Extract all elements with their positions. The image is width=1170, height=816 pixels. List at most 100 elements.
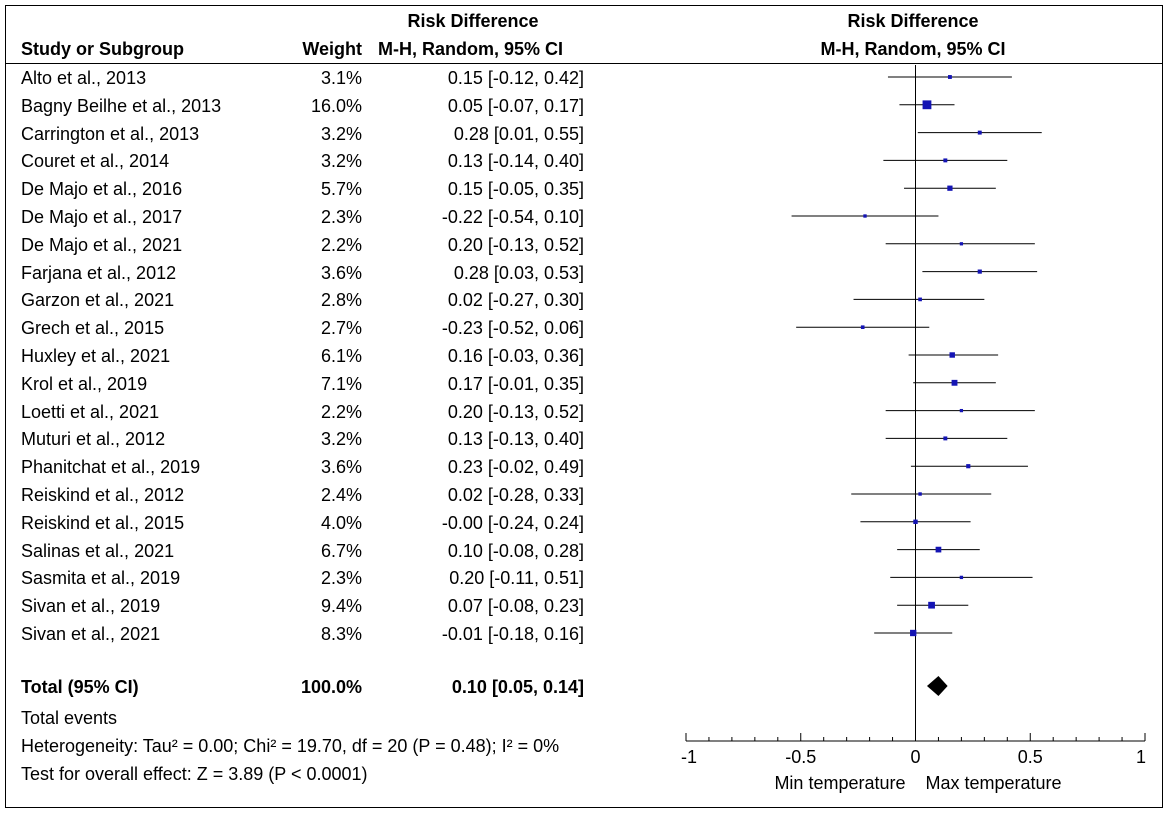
total-diamond [926, 676, 948, 696]
study-name: Sivan et al., 2021 [21, 624, 161, 644]
study-marker [943, 436, 948, 441]
study-ci-text: 0.16 [-0.03, 0.36] [447, 346, 584, 366]
right-ci-column-header: M-H, Random, 95% CI [820, 39, 1006, 59]
study-name: De Majo et al., 2017 [21, 207, 183, 227]
study-ci-text: 0.28 [0.03, 0.53] [453, 262, 584, 283]
left-group-title: Risk Difference [407, 11, 539, 31]
study-ci-text: 0.13 [-0.14, 0.40] [447, 151, 584, 172]
study-name: Carrington et al., 2013 [21, 123, 200, 144]
study-marker [860, 325, 865, 330]
study-ci-text: -0.01 [-0.18, 0.16] [441, 624, 584, 644]
x-tick-label: 1 [1136, 747, 1146, 767]
study-name: Salinas et al., 2021 [21, 540, 175, 561]
study-ci-text: -0.22 [-0.54, 0.10] [441, 207, 584, 227]
study-marker [947, 75, 952, 79]
study-name: Farjana et al., 2012 [21, 262, 177, 283]
study-marker [959, 242, 964, 246]
study-name: Bagny Beilhe et al., 2013 [21, 95, 222, 116]
study-marker [977, 269, 982, 274]
study-marker [949, 352, 955, 358]
study-name: De Majo et al., 2021 [21, 234, 183, 255]
study-marker [977, 130, 982, 135]
study-weight: 2.3% [320, 207, 362, 227]
total-label: Total (95% CI) [21, 677, 139, 697]
study-weight: 16.0% [310, 95, 362, 116]
study-weight: 2.2% [320, 234, 362, 255]
study-weight: 6.1% [320, 346, 362, 366]
study-ci-text: 0.20 [-0.11, 0.51] [449, 568, 584, 589]
favours-right-label: Max temperature [926, 773, 1062, 793]
study-ci-text: 0.23 [-0.02, 0.49] [447, 457, 584, 478]
study-weight: 3.2% [320, 123, 362, 144]
study-ci-text: 0.20 [-0.13, 0.52] [447, 401, 584, 422]
study-weight: 3.6% [320, 457, 362, 478]
favours-left-label: Min temperature [774, 773, 905, 793]
weight-column-header: Weight [302, 39, 362, 59]
study-weight: 2.2% [320, 401, 362, 422]
ci-column-header: M-H, Random, 95% CI [378, 39, 564, 59]
study-ci-text: 0.07 [-0.08, 0.23] [447, 596, 584, 617]
study-marker [913, 519, 918, 524]
study-name: Reiskind et al., 2015 [21, 512, 185, 533]
study-ci-text: 0.15 [-0.12, 0.42] [447, 68, 584, 88]
study-name: Loetti et al., 2021 [21, 401, 160, 422]
study-weight: 2.8% [320, 290, 362, 311]
study-weight: 9.4% [320, 596, 362, 617]
study-name: Reiskind et al., 2012 [21, 485, 185, 505]
study-marker [959, 575, 964, 580]
x-tick-label: 0.5 [1018, 747, 1043, 767]
study-marker [918, 297, 922, 302]
study-weight: 2.4% [320, 485, 362, 505]
x-tick-label: -1 [681, 747, 697, 767]
study-marker [943, 158, 948, 163]
total-events-label: Total events [21, 708, 118, 728]
study-marker [863, 214, 867, 218]
study-name: De Majo et al., 2016 [21, 179, 183, 200]
study-name: Grech et al., 2015 [21, 318, 165, 339]
study-ci-text: 0.15 [-0.05, 0.35] [447, 179, 584, 200]
study-ci-text: 0.28 [0.01, 0.55] [453, 123, 584, 144]
header-rule [6, 63, 1162, 64]
study-name: Huxley et al., 2021 [21, 346, 171, 366]
study-weight: 6.7% [320, 540, 362, 561]
study-marker [910, 629, 917, 637]
right-group-title: Risk Difference [847, 11, 979, 31]
study-ci-text: 0.10 [-0.08, 0.28] [447, 540, 584, 561]
study-name: Garzon et al., 2021 [21, 290, 175, 311]
study-marker [959, 408, 964, 413]
study-weight: 3.6% [320, 262, 362, 283]
study-marker [947, 185, 953, 191]
study-weight: 7.1% [320, 373, 362, 394]
heterogeneity-text: Heterogeneity: Tau² = 0.00; Chi² = 19.70… [21, 736, 560, 756]
study-ci-text: 0.02 [-0.27, 0.30] [447, 290, 584, 311]
study-ci-text: -0.23 [-0.52, 0.06] [441, 318, 584, 339]
study-marker [966, 464, 971, 469]
study-ci-text: 0.02 [-0.28, 0.33] [447, 485, 584, 505]
study-marker [918, 492, 922, 496]
study-ci-text: 0.20 [-0.13, 0.52] [447, 234, 584, 255]
study-column-header: Study or Subgroup [21, 39, 184, 59]
study-marker [928, 601, 935, 609]
study-name: Sivan et al., 2019 [21, 596, 161, 617]
study-ci-text: -0.00 [-0.24, 0.24] [441, 512, 584, 533]
study-weight: 2.7% [320, 318, 362, 339]
x-tick-label: -0.5 [785, 747, 816, 767]
study-marker [935, 546, 942, 553]
study-name: Muturi et al., 2012 [21, 429, 166, 450]
forest-plot-frame [5, 5, 1163, 808]
study-weight: 5.7% [320, 179, 362, 200]
study-marker [951, 379, 958, 386]
x-tick-label: 0 [910, 747, 920, 767]
study-ci-text: 0.13 [-0.13, 0.40] [447, 429, 584, 450]
study-ci-text: 0.05 [-0.07, 0.17] [447, 95, 584, 116]
study-name: Krol et al., 2019 [21, 373, 148, 394]
study-weight: 3.1% [320, 68, 362, 88]
study-ci-text: 0.17 [-0.01, 0.35] [447, 373, 584, 394]
overall-effect-text: Test for overall effect: Z = 3.89 (P < 0… [21, 764, 368, 784]
study-marker [922, 100, 932, 110]
study-name: Couret et al., 2014 [21, 151, 170, 172]
study-weight: 3.2% [320, 151, 362, 172]
study-weight: 8.3% [320, 624, 362, 644]
study-name: Sasmita et al., 2019 [21, 568, 181, 589]
